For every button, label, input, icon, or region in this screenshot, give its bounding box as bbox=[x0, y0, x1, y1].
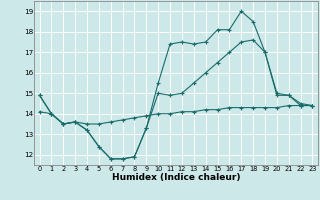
X-axis label: Humidex (Indice chaleur): Humidex (Indice chaleur) bbox=[112, 173, 240, 182]
